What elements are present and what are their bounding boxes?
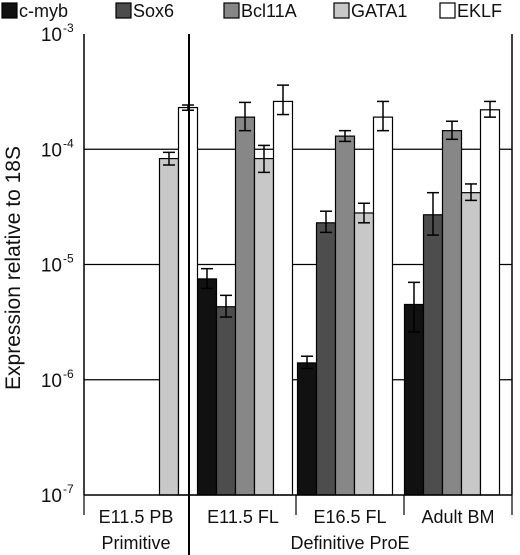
legend-label: Sox6 [133,1,174,21]
legend-swatch [115,2,132,19]
category-label: E11.5 PB [99,507,174,527]
bar-c-myb [403,303,425,496]
legend-swatch [223,2,240,19]
y-tick-labels: 10-710-610-510-410-3 [41,21,74,507]
legend-label: Bcl11A [241,1,297,21]
bar-bcl11a [441,130,463,496]
bar-eklf [272,100,294,496]
bar-gata1 [353,212,375,496]
bar-sox6 [215,306,237,496]
y-tick-label: 10 [41,256,62,277]
legend-swatch [333,2,350,19]
y-tick-exponent: -6 [63,367,74,381]
bar-gata1 [460,192,482,496]
bar-gata1 [253,157,275,496]
category-label: E11.5 FL [207,507,279,527]
category-label: Adult BM [421,507,494,527]
y-axis-title: Expression relative to 18S [2,146,25,390]
y-tick-exponent: -7 [63,482,74,496]
legend-label: c-myb [19,1,68,21]
legend: c-myb Sox6 Bcl11A GATA1 EKLF [1,1,502,21]
y-tick-label: 10 [41,371,62,392]
group-label: Definitive ProE [290,533,409,553]
y-tick-exponent: -4 [63,136,74,150]
group-label: Primitive [101,533,170,553]
y-tick-label: 10 [41,25,62,46]
bar-gata1 [158,157,180,496]
bar-eklf [372,116,394,496]
y-tick-exponent: -5 [63,252,74,266]
y-tick-label: 10 [41,486,62,507]
bar-eklf [479,109,501,496]
bar-c-myb [296,362,318,496]
legend-swatch [1,2,18,19]
bar-c-myb [196,278,218,496]
x-category-labels: E11.5 PB E11.5 FL E16.5 FL Adult BM Primitiv… [99,507,495,553]
legend-label: GATA1 [351,1,407,21]
bar-sox6 [315,222,337,496]
legend-swatch [439,2,456,19]
legend-label: EKLF [457,1,502,21]
bars [158,100,501,496]
bar-bcl11a [234,116,256,496]
axes [83,34,513,555]
bar-bcl11a [334,135,356,496]
y-tick-label: 10 [41,140,62,161]
bar-sox6 [422,214,444,496]
error-bars [163,84,496,370]
category-label: E16.5 FL [313,507,386,527]
y-tick-exponent: -3 [63,21,74,35]
